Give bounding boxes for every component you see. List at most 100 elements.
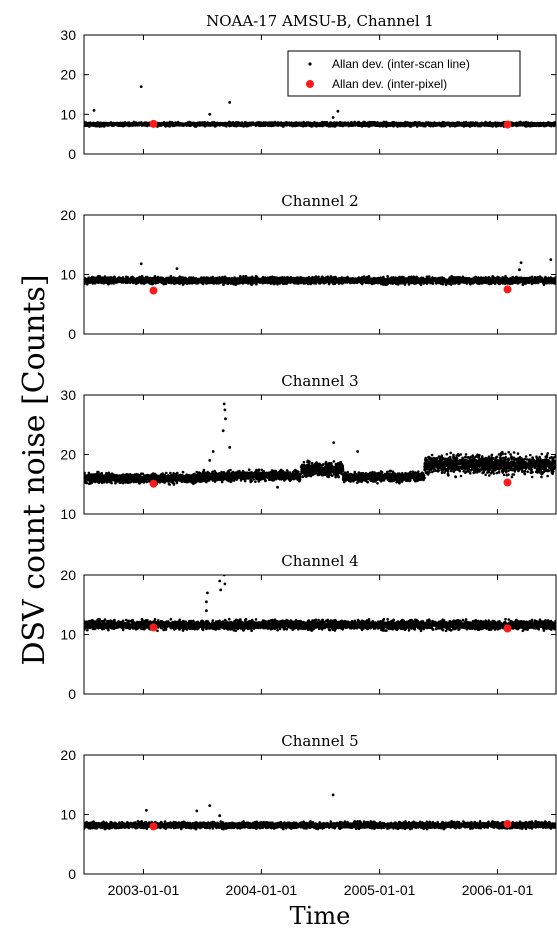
axes-frame bbox=[83, 34, 557, 155]
scan-point bbox=[102, 122, 105, 126]
scan-point bbox=[313, 123, 316, 126]
legend-marker-inter-pixel bbox=[306, 80, 314, 88]
scan-point bbox=[440, 122, 444, 125]
scan-point bbox=[514, 123, 517, 127]
scan-point bbox=[535, 122, 538, 125]
scan-point bbox=[96, 121, 99, 124]
scan-point bbox=[389, 122, 392, 126]
y-tick-label: 10 bbox=[60, 106, 76, 122]
scan-point bbox=[85, 122, 89, 126]
scan-point bbox=[228, 120, 231, 124]
scan-point bbox=[305, 123, 309, 127]
scan-point bbox=[530, 121, 534, 125]
scan-point bbox=[232, 122, 235, 126]
scan-point bbox=[430, 123, 433, 127]
scan-point bbox=[188, 124, 192, 128]
scan-point bbox=[273, 120, 277, 124]
scan-point bbox=[334, 122, 338, 126]
scan-point bbox=[409, 122, 412, 126]
scan-point bbox=[394, 123, 398, 127]
scan-point bbox=[137, 123, 141, 127]
scan-point bbox=[417, 123, 420, 126]
scan-point bbox=[163, 123, 167, 126]
scan-point bbox=[465, 122, 468, 125]
scan-point bbox=[199, 122, 202, 126]
scan-point bbox=[414, 123, 417, 126]
scan-point bbox=[184, 122, 187, 126]
scan-point bbox=[142, 122, 146, 126]
scan-point bbox=[432, 122, 435, 125]
scan-point bbox=[398, 121, 401, 125]
scan-point bbox=[492, 123, 495, 126]
scan-point bbox=[366, 121, 370, 124]
scan-point bbox=[525, 122, 529, 126]
scan-point bbox=[336, 121, 340, 125]
x-axis-label: Time bbox=[290, 902, 351, 930]
panel-title: Channel 2 bbox=[281, 192, 358, 210]
scan-point bbox=[171, 123, 174, 127]
scan-point bbox=[436, 123, 440, 126]
scan-point bbox=[240, 123, 243, 126]
scan-point bbox=[549, 123, 552, 126]
scan-point bbox=[401, 122, 404, 126]
scan-point bbox=[261, 123, 264, 126]
scan-point bbox=[542, 123, 545, 127]
legend: Allan dev. (inter-scan line) Allan dev. (… bbox=[287, 50, 521, 97]
scan-point bbox=[218, 124, 221, 127]
scan-outlier bbox=[139, 85, 143, 88]
scan-point bbox=[294, 121, 298, 124]
scan-point bbox=[298, 123, 302, 127]
scan-point bbox=[351, 123, 355, 127]
scan-point bbox=[528, 122, 531, 126]
scan-point bbox=[420, 124, 424, 127]
scan-point bbox=[392, 122, 395, 126]
pixel-point bbox=[503, 120, 512, 129]
scan-point bbox=[186, 122, 189, 126]
scan-outlier bbox=[331, 116, 335, 119]
scan-point bbox=[167, 122, 170, 126]
scan-point bbox=[484, 122, 487, 126]
scan-point bbox=[346, 121, 350, 125]
scan-point bbox=[157, 123, 160, 127]
scan-point bbox=[266, 124, 270, 127]
panel-title: NOAA-17 AMSU-B, Channel 1 bbox=[206, 12, 434, 30]
scan-point bbox=[368, 122, 372, 126]
scan-point bbox=[361, 121, 364, 125]
scan-point bbox=[179, 122, 182, 125]
scan-point bbox=[323, 123, 326, 127]
scan-point bbox=[371, 123, 375, 127]
scan-point bbox=[133, 123, 137, 127]
scan-point bbox=[382, 123, 386, 127]
scan-point bbox=[115, 123, 118, 126]
legend-marker-inter-scan bbox=[308, 62, 312, 66]
scan-point bbox=[194, 123, 198, 126]
scan-point bbox=[118, 122, 122, 126]
scan-point bbox=[315, 123, 319, 126]
scan-point bbox=[551, 121, 554, 125]
scan-point bbox=[159, 122, 163, 125]
scan-outlier bbox=[92, 109, 96, 112]
scan-point bbox=[203, 123, 206, 126]
scan-point bbox=[496, 122, 499, 126]
scan-point bbox=[461, 122, 465, 126]
series-inter-scan-line bbox=[84, 85, 556, 128]
scan-point bbox=[228, 123, 232, 127]
scan-point bbox=[348, 123, 352, 126]
scan-point bbox=[525, 124, 529, 128]
y-tick-label: 30 bbox=[60, 27, 76, 43]
scan-outlier bbox=[208, 112, 212, 116]
scan-point bbox=[111, 122, 115, 126]
scan-point bbox=[174, 122, 178, 126]
scan-point bbox=[434, 122, 438, 126]
scan-point bbox=[498, 122, 501, 125]
legend-label-inter-pixel: Allan dev. (inter-pixel) bbox=[332, 77, 447, 91]
legend-label-inter-scan: Allan dev. (inter-scan line) bbox=[332, 57, 470, 71]
scan-point bbox=[533, 122, 536, 125]
scan-point bbox=[461, 275, 465, 279]
scan-outlier bbox=[336, 109, 340, 113]
scan-point bbox=[93, 123, 96, 127]
scan-point bbox=[456, 122, 459, 125]
scan-point bbox=[496, 124, 500, 128]
